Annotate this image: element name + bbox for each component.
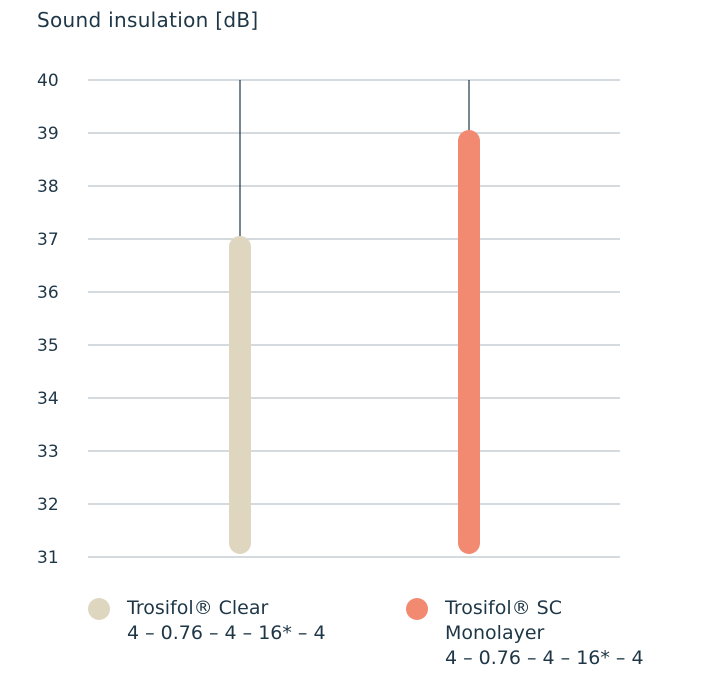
- legend-item-sc-monolayer: Trosifol® SC Monolayer 4 – 0.76 – 4 – 16…: [406, 596, 644, 671]
- y-tick-label-33: 33: [37, 442, 59, 462]
- y-tick-label-40: 40: [37, 71, 59, 91]
- legend-sublabel-clear: 4 – 0.76 – 4 – 16* – 4: [127, 622, 326, 644]
- legend-swatch-clear: [88, 598, 110, 620]
- legend-label-clear: Trosifol® Clear: [127, 597, 269, 619]
- y-tick-label-32: 32: [37, 495, 59, 515]
- bar-1: [458, 130, 480, 554]
- y-tick-label-34: 34: [37, 389, 59, 409]
- y-tick-label-36: 36: [37, 283, 59, 303]
- legend-item-clear: Trosifol® Clear 4 – 0.76 – 4 – 16* – 4: [88, 596, 326, 646]
- y-axis-tick-labels: 40 39 38 37 36 35 34 33 32 31: [37, 71, 59, 568]
- y-tick-label-38: 38: [37, 177, 59, 197]
- bar-0: [229, 236, 251, 554]
- y-tick-label-37: 37: [37, 230, 59, 250]
- chart-title: Sound insulation [dB]: [37, 8, 259, 32]
- legend-swatch-sc-monolayer: [406, 598, 428, 620]
- bars: [229, 130, 480, 554]
- legend-sublabel-sc-monolayer: 4 – 0.76 – 4 – 16* – 4: [445, 647, 644, 669]
- y-tick-label-39: 39: [37, 124, 59, 144]
- legend-label-sc: Trosifol® SC: [445, 597, 562, 619]
- y-tick-label-31: 31: [37, 548, 59, 568]
- legend-label-monolayer: Monolayer: [445, 622, 545, 644]
- y-tick-label-35: 35: [37, 336, 59, 356]
- gridlines: [88, 79, 620, 558]
- whiskers: [239, 80, 470, 239]
